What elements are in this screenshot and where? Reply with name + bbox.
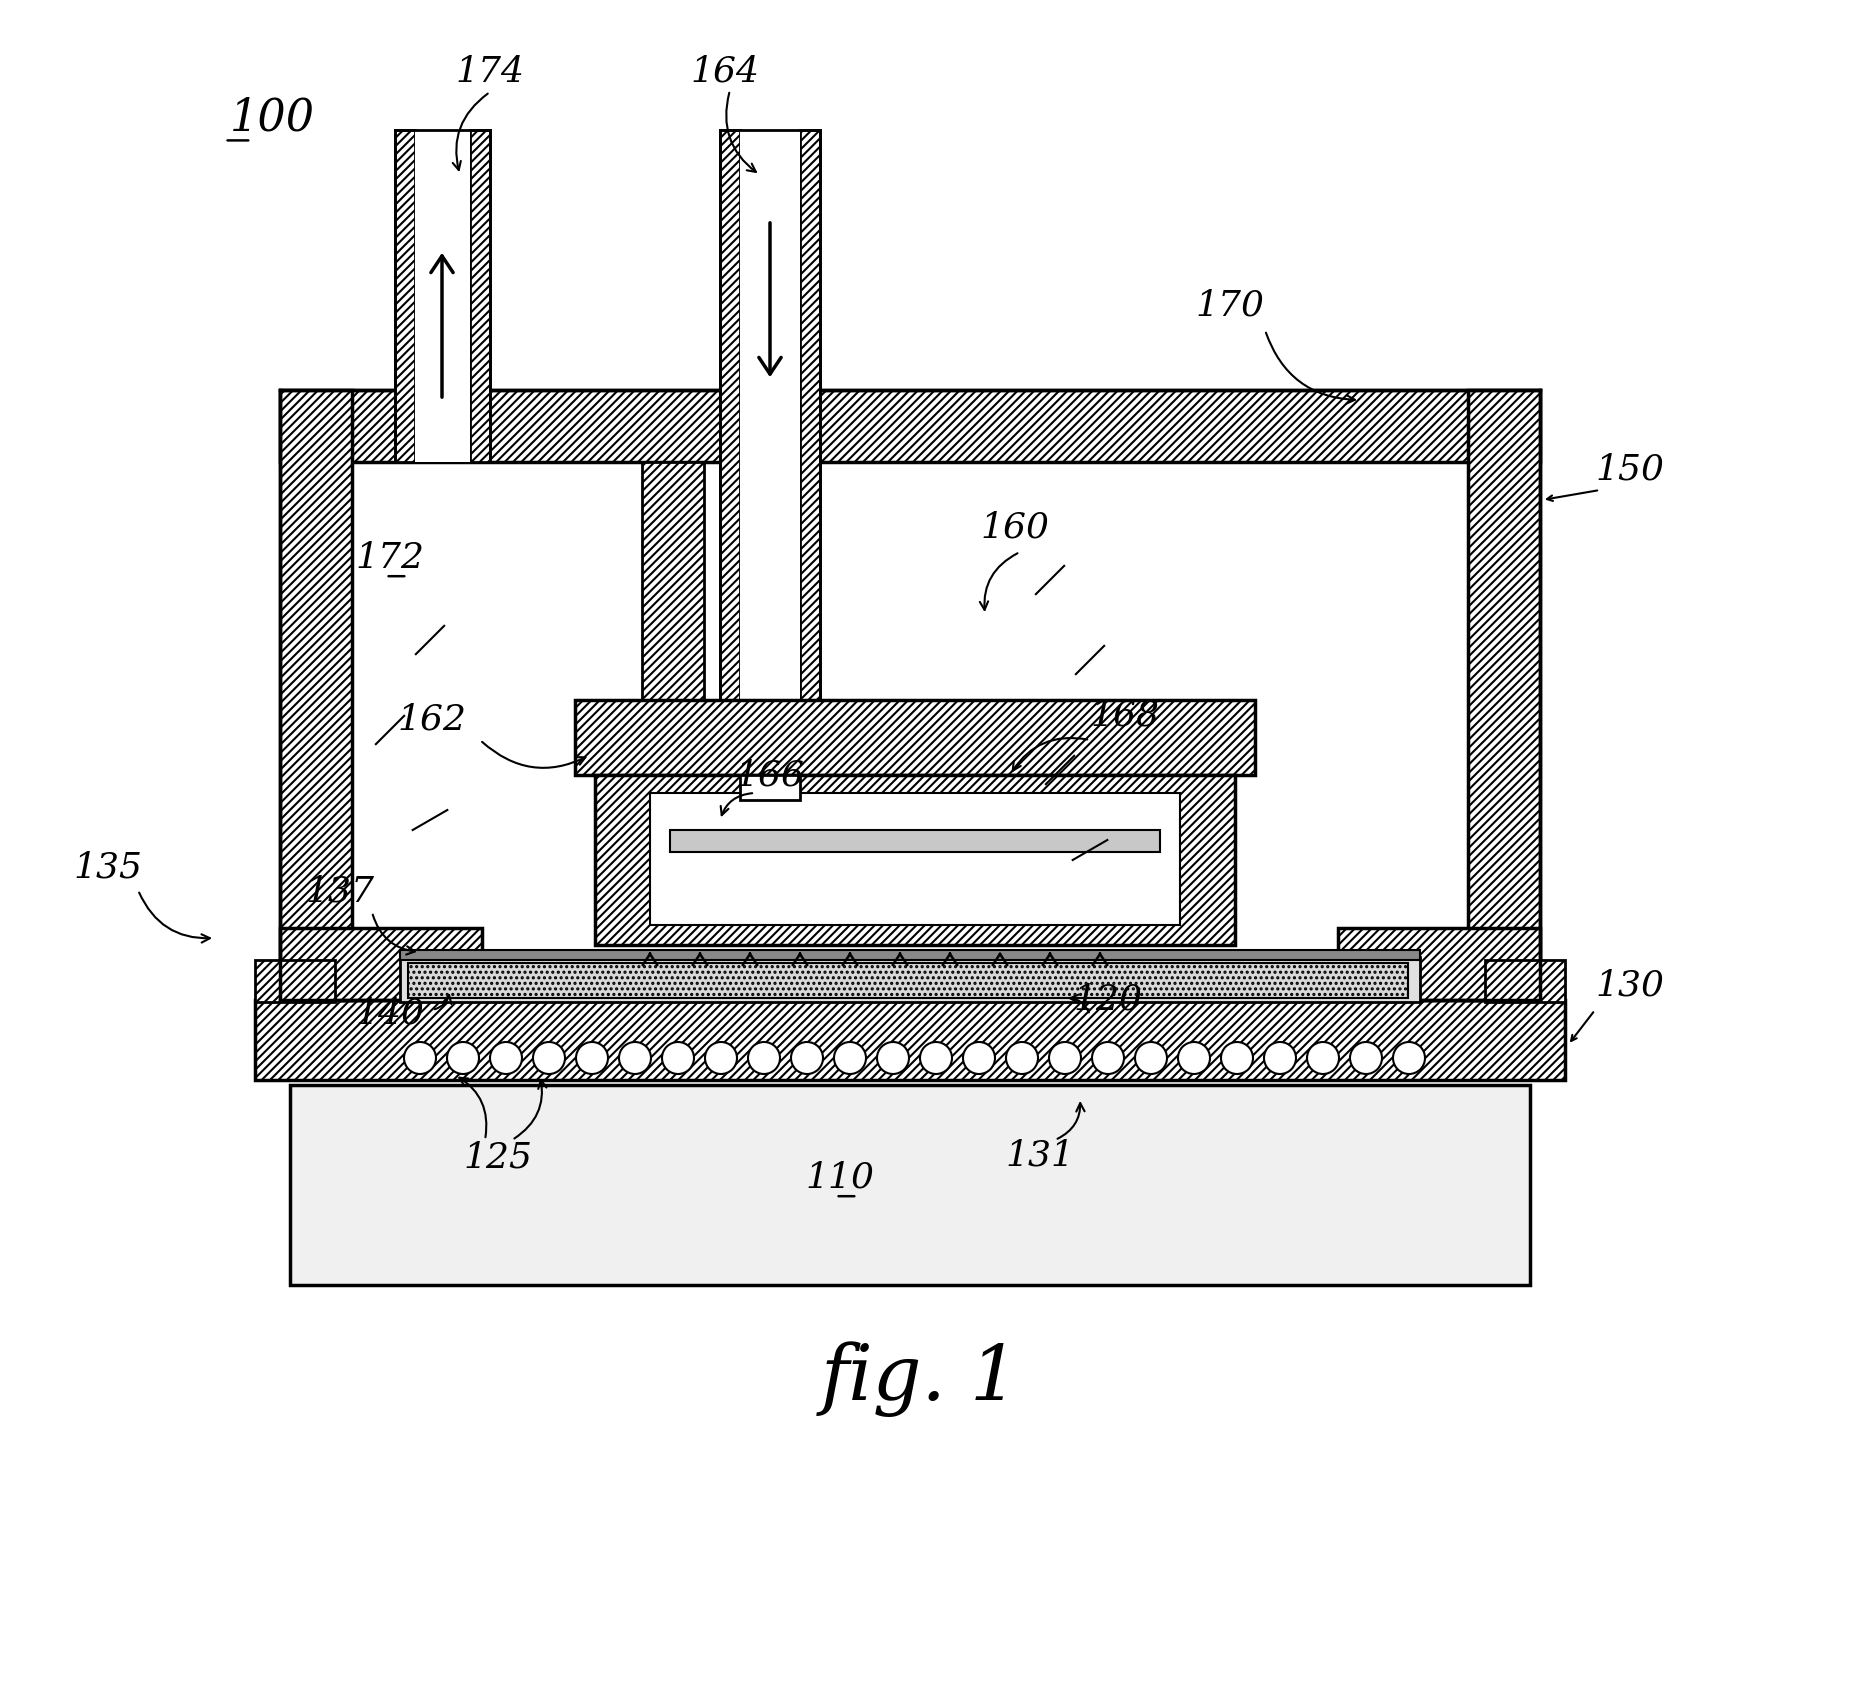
Bar [670, 829, 1161, 852]
Text: 110: 110 [805, 1161, 874, 1196]
Bar [280, 928, 481, 1000]
Circle shape [1005, 1042, 1038, 1075]
Circle shape [533, 1042, 565, 1075]
FancyArrowPatch shape [1012, 737, 1087, 771]
FancyArrowPatch shape [139, 892, 209, 942]
Bar [255, 1000, 1564, 1080]
FancyArrowPatch shape [1266, 332, 1355, 404]
Bar [800, 129, 820, 760]
FancyArrowPatch shape [720, 794, 752, 816]
FancyArrowPatch shape [1070, 995, 1088, 1013]
Circle shape [1349, 1042, 1383, 1075]
Text: 137: 137 [305, 875, 374, 909]
Circle shape [1135, 1042, 1166, 1075]
Text: 172: 172 [355, 542, 424, 576]
Bar [576, 700, 1255, 775]
Circle shape [963, 1042, 996, 1075]
Text: 125: 125 [463, 1141, 533, 1175]
Bar [594, 775, 1235, 945]
FancyArrowPatch shape [453, 94, 489, 170]
Bar [280, 390, 1540, 462]
Bar [400, 957, 1420, 1001]
Circle shape [705, 1042, 737, 1075]
Text: 100: 100 [230, 97, 315, 140]
Circle shape [790, 1042, 824, 1075]
Bar [352, 462, 1468, 1000]
Circle shape [404, 1042, 437, 1075]
Bar [650, 794, 1179, 925]
Circle shape [1264, 1042, 1296, 1075]
Bar [1485, 960, 1564, 1001]
Bar [470, 129, 491, 462]
Text: 170: 170 [1196, 288, 1264, 322]
Bar [740, 775, 800, 800]
Text: 166: 166 [735, 758, 805, 792]
Bar [394, 129, 415, 462]
Text: 130: 130 [1596, 967, 1664, 1001]
Text: 160: 160 [981, 509, 1050, 543]
Text: 164: 164 [690, 54, 759, 89]
Text: 174: 174 [455, 54, 524, 89]
Circle shape [748, 1042, 779, 1075]
FancyArrowPatch shape [1057, 1104, 1085, 1139]
Text: 140: 140 [355, 996, 424, 1030]
Circle shape [491, 1042, 522, 1075]
Circle shape [663, 1042, 694, 1075]
Circle shape [1092, 1042, 1124, 1075]
Text: 150: 150 [1596, 453, 1664, 487]
FancyArrowPatch shape [481, 743, 585, 768]
Text: 162: 162 [398, 703, 466, 737]
Text: 120: 120 [1074, 983, 1142, 1017]
Bar [255, 960, 335, 1001]
FancyArrowPatch shape [515, 1080, 546, 1139]
Bar [280, 390, 352, 1000]
Text: fig. 1: fig. 1 [820, 1342, 1020, 1417]
Bar [1468, 390, 1540, 1000]
Circle shape [1050, 1042, 1081, 1075]
FancyArrowPatch shape [372, 915, 415, 955]
FancyArrowPatch shape [435, 995, 452, 1010]
Text: 168: 168 [1090, 698, 1159, 732]
Bar [720, 129, 740, 760]
FancyArrowPatch shape [979, 553, 1018, 610]
Bar [407, 962, 1409, 998]
Circle shape [835, 1042, 866, 1075]
FancyArrowPatch shape [459, 1078, 487, 1138]
Bar [400, 950, 1420, 960]
Bar [740, 129, 800, 760]
Bar [1338, 928, 1540, 1000]
Circle shape [576, 1042, 607, 1075]
Circle shape [618, 1042, 652, 1075]
Circle shape [446, 1042, 479, 1075]
Bar [642, 462, 703, 930]
Circle shape [877, 1042, 909, 1075]
Text: 131: 131 [1005, 1138, 1074, 1172]
Text: 135: 135 [74, 852, 143, 886]
Circle shape [1222, 1042, 1253, 1075]
Bar [291, 1085, 1531, 1286]
Bar [415, 129, 470, 462]
Circle shape [920, 1042, 951, 1075]
Circle shape [1177, 1042, 1211, 1075]
Circle shape [1307, 1042, 1338, 1075]
FancyArrowPatch shape [726, 92, 755, 172]
Circle shape [1394, 1042, 1425, 1075]
